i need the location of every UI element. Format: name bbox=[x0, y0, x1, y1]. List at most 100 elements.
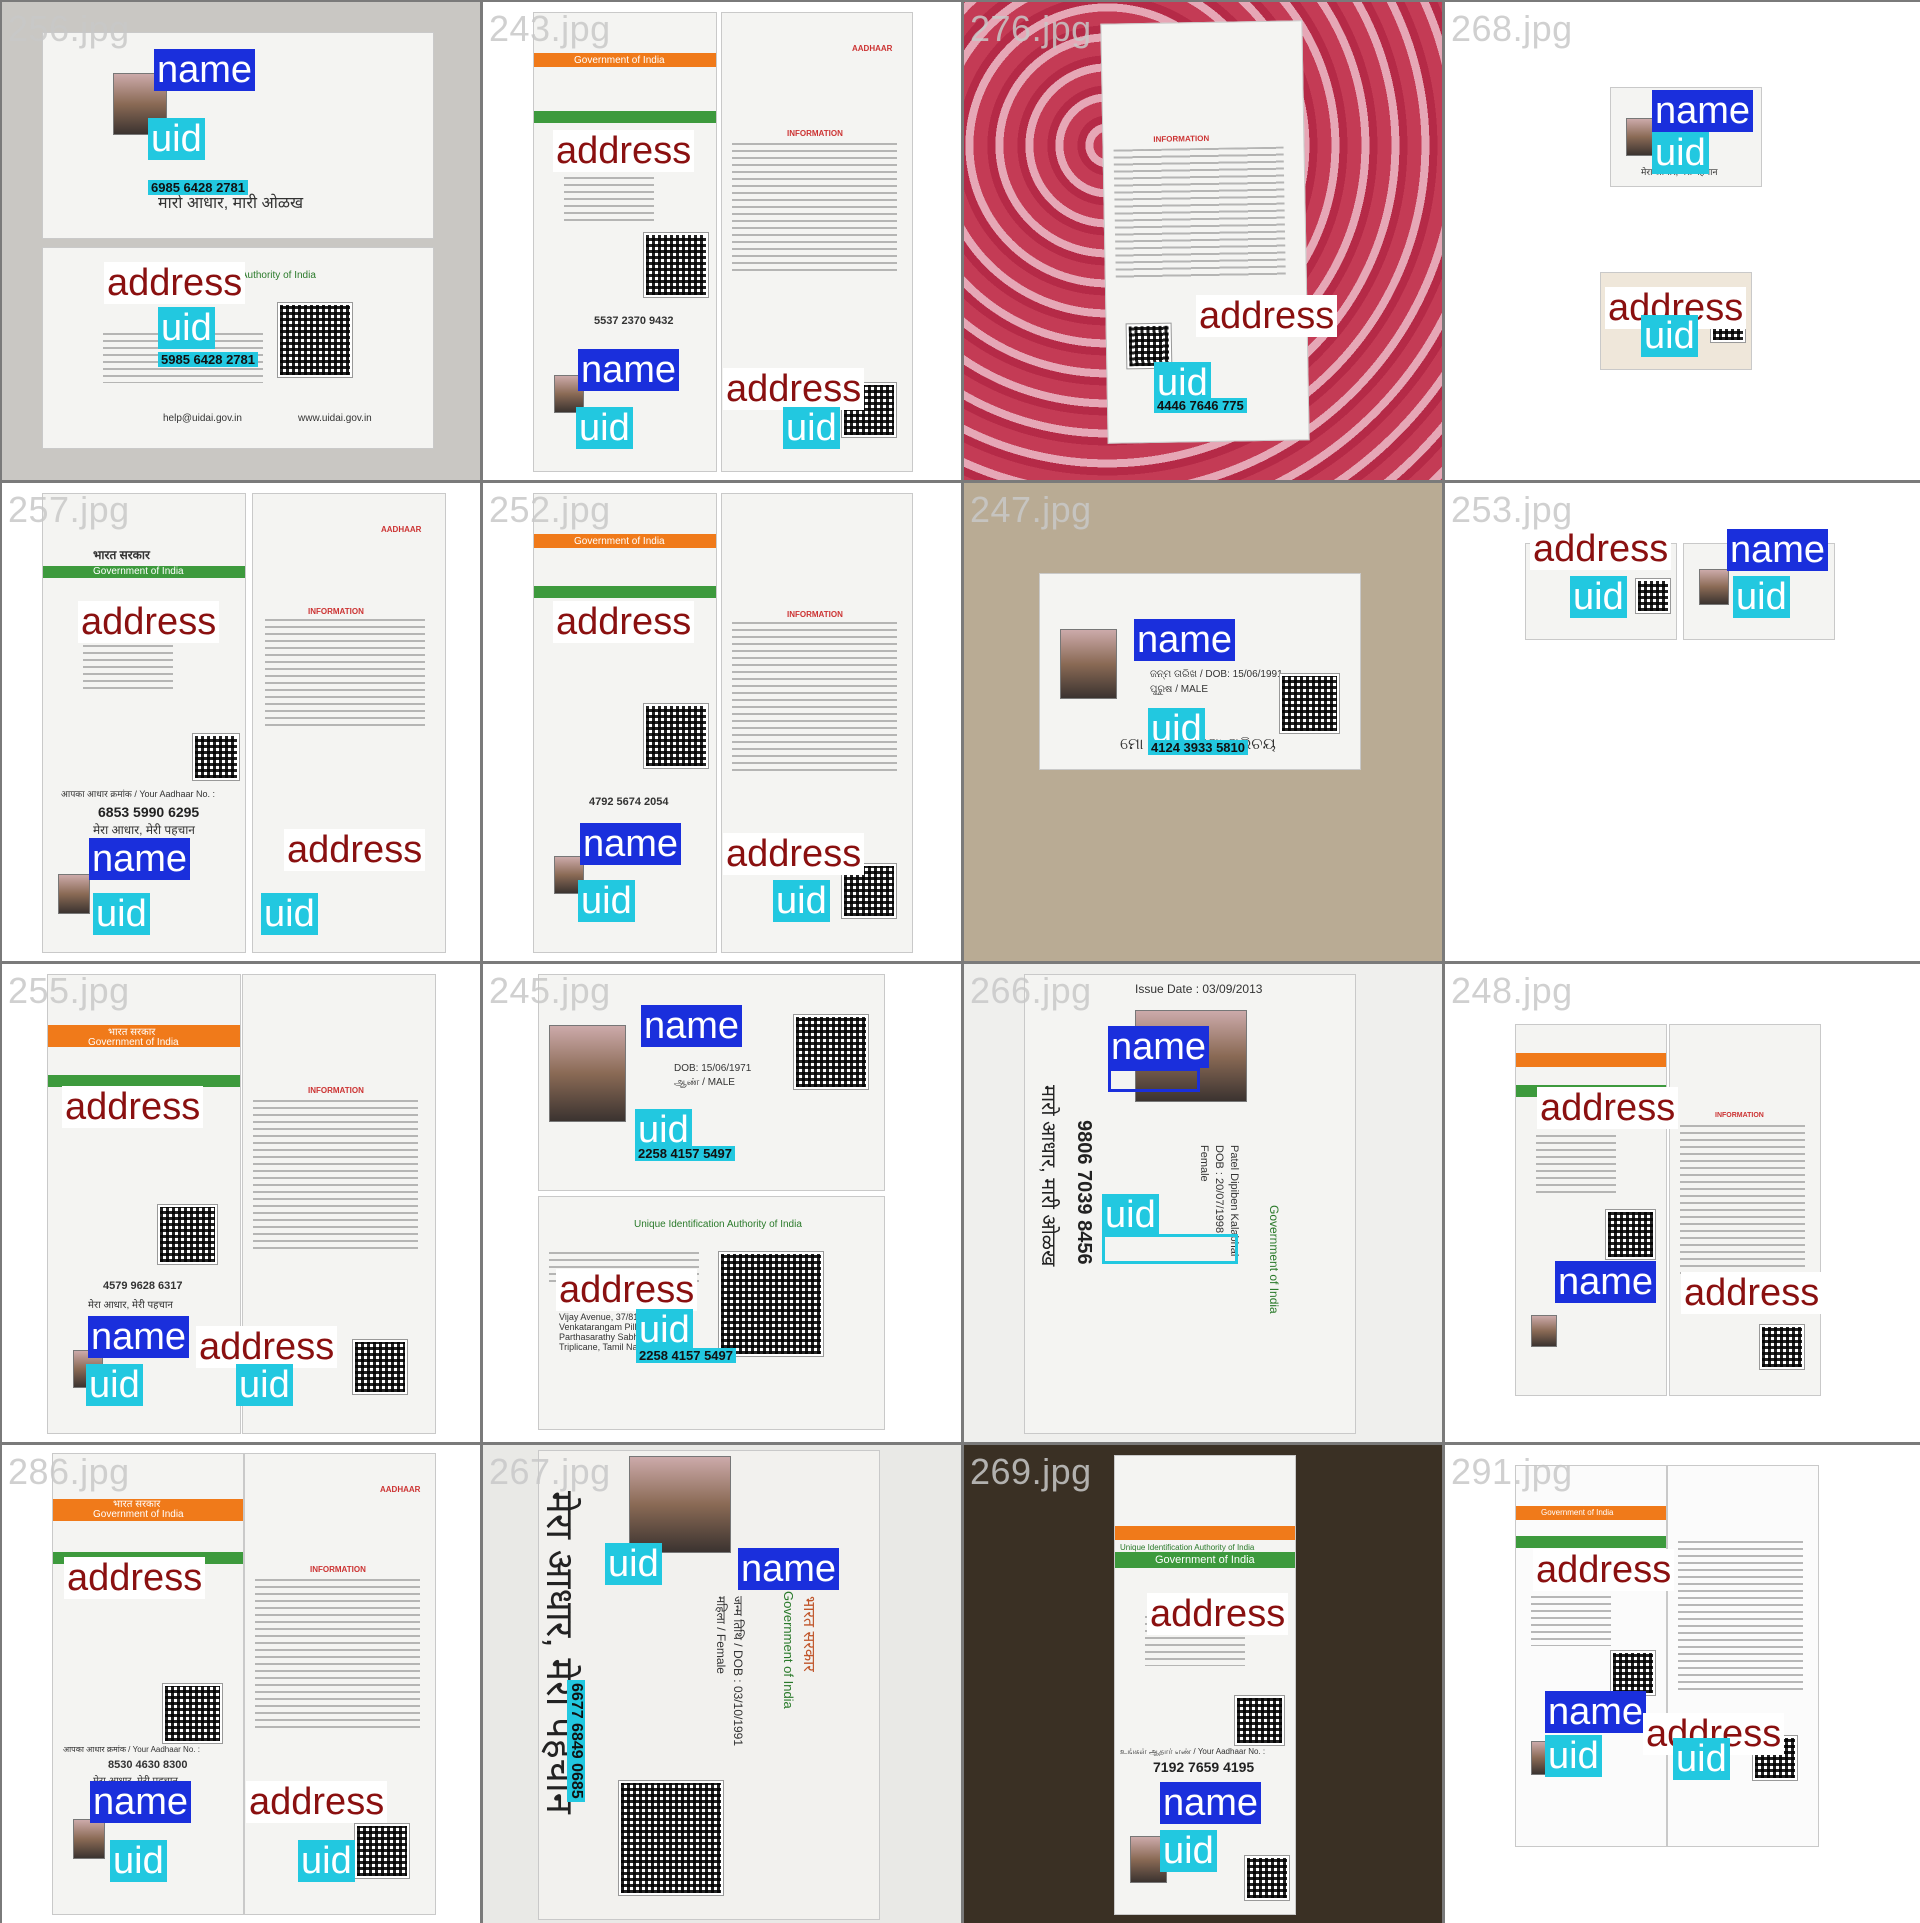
dob: जन्म तिथि / DOB : 03/10/1991 bbox=[731, 1596, 745, 1747]
label-uid: uid bbox=[93, 893, 150, 935]
label-uid: uid bbox=[1652, 132, 1709, 174]
aadhaar-letter-left: भारत सरकार Government of India आपका आधार… bbox=[52, 1453, 244, 1915]
label-name: name bbox=[89, 838, 191, 880]
gender: महिला / Female bbox=[714, 1596, 728, 1674]
aadhaar-no-caption: உங்கள் ஆதார் எண் / Your Aadhaar No. : bbox=[1120, 1747, 1266, 1756]
aadhaar-letter-right: INFORMATION bbox=[242, 974, 436, 1434]
tile-filename: 252.jpg bbox=[489, 489, 611, 530]
label-name: name bbox=[578, 349, 680, 391]
label-name: name bbox=[641, 1005, 743, 1047]
tile-filename: 267.jpg bbox=[489, 1451, 611, 1492]
label-uid: uid bbox=[261, 893, 318, 935]
qr-code bbox=[1234, 1695, 1285, 1746]
aadhaar-letter-left: भारत सरकार Government of India आपका आधार… bbox=[42, 493, 246, 953]
aadhaar-no-caption: आपका आधार क्रमांक / Your Aadhaar No. : bbox=[63, 1745, 200, 1754]
label-uid: uid bbox=[578, 880, 635, 922]
label-uid: uid bbox=[635, 1109, 692, 1151]
tile-291[interactable]: 291.jpg Government of India 7606 5562 82… bbox=[1445, 1445, 1920, 1923]
label-address: address bbox=[1147, 1593, 1289, 1635]
uid-number: 6985 6428 2781 bbox=[148, 180, 248, 195]
tile-filename: 256.jpg bbox=[8, 8, 130, 49]
label-name: name bbox=[154, 49, 256, 91]
card-footer: मारो आधार, मारी ओळख bbox=[158, 195, 304, 212]
info-lines bbox=[1678, 1541, 1803, 1691]
tile-268[interactable]: 268.jpg मेरा आधार, मेरी पहचान name uid a… bbox=[1445, 2, 1920, 480]
tile-filename: 266.jpg bbox=[970, 970, 1092, 1011]
aadhaar-number: 4579 9628 6317 bbox=[103, 1280, 183, 1292]
label-uid: uid bbox=[1641, 315, 1698, 357]
tile-filename: 247.jpg bbox=[970, 489, 1092, 530]
info-heading: INFORMATION bbox=[1153, 133, 1210, 144]
gender: Female bbox=[1198, 1145, 1210, 1182]
label-uid: uid bbox=[86, 1364, 143, 1406]
tile-255[interactable]: 255.jpg भारत सरकार Government of India 4… bbox=[2, 964, 480, 1442]
tile-266[interactable]: 266.jpg Issue Date : 03/09/2013 Governme… bbox=[964, 964, 1442, 1442]
label-address: address bbox=[723, 833, 865, 875]
tile-252[interactable]: 252.jpg Government of India 4792 5674 20… bbox=[483, 483, 961, 961]
gov-hindi: भारत सरकार bbox=[93, 548, 150, 562]
gov-title: Government of India bbox=[93, 566, 184, 577]
uid-number: 2258 4157 5497 bbox=[635, 1146, 735, 1161]
label-uid: uid bbox=[1673, 1738, 1730, 1780]
tile-269[interactable]: 269.jpg Government of India Unique Ident… bbox=[964, 1445, 1442, 1923]
tile-276[interactable]: 276.jpg INFORMATION address uid 4446 764… bbox=[964, 2, 1442, 480]
label-uid: uid bbox=[1102, 1194, 1159, 1236]
info-lines bbox=[265, 619, 425, 729]
label-address: address bbox=[556, 1269, 698, 1311]
label-uid: uid bbox=[1154, 362, 1211, 404]
uid-number: 4124 3933 5810 bbox=[1148, 740, 1248, 755]
label-name: name bbox=[1108, 1026, 1210, 1068]
label-address: address bbox=[104, 262, 246, 304]
label-address: address bbox=[62, 1086, 204, 1128]
tile-248[interactable]: 248.jpg INFORMATION address name address bbox=[1445, 964, 1920, 1442]
brand: AADHAAR bbox=[380, 1485, 421, 1494]
qr-code bbox=[1279, 673, 1340, 734]
tile-256[interactable]: 256.jpg मारो आधार, मारी ओळख Unique Ident… bbox=[2, 2, 480, 480]
info-lines bbox=[255, 1579, 420, 1729]
tile-257[interactable]: 257.jpg भारत सरकार Government of India आ… bbox=[2, 483, 480, 961]
label-name: name bbox=[1555, 1261, 1657, 1303]
qr-code bbox=[793, 1014, 869, 1090]
gender: ஆண் / MALE bbox=[674, 1077, 735, 1088]
tile-247[interactable]: 247.jpg ଜନ୍ମ ତାରିଖ / DOB: 15/06/1991 ପୁର… bbox=[964, 483, 1442, 961]
address-lines bbox=[1531, 1596, 1611, 1646]
tile-253[interactable]: 253.jpg address uid name uid bbox=[1445, 483, 1920, 961]
aadhaar-letter-left bbox=[1515, 1024, 1667, 1396]
address-lines bbox=[564, 163, 654, 223]
tile-267[interactable]: 267.jpg मेरा आधार, मेरी पहचान भारत सरकार… bbox=[483, 1445, 961, 1923]
aadhaar-letter-left: Government of India 5537 2370 9432 bbox=[533, 12, 717, 472]
gov-title: Government of India bbox=[88, 1037, 179, 1048]
tile-filename: 268.jpg bbox=[1451, 8, 1573, 49]
address-lines bbox=[1536, 1135, 1616, 1195]
qr-code bbox=[643, 232, 709, 298]
gov-hindi: भारत सरकार bbox=[108, 1027, 156, 1038]
info-lines bbox=[1680, 1125, 1805, 1275]
label-address: address bbox=[1681, 1272, 1823, 1314]
label-uid: uid bbox=[110, 1840, 167, 1882]
aadhaar-letter-right: INFORMATION bbox=[1669, 1024, 1821, 1396]
tile-filename: 276.jpg bbox=[970, 8, 1092, 49]
authority-title: Unique Identification Authority of India bbox=[634, 1219, 802, 1230]
tile-243[interactable]: 243.jpg Government of India 5537 2370 94… bbox=[483, 2, 961, 480]
label-address: address bbox=[64, 1557, 206, 1599]
label-name: name bbox=[1652, 90, 1754, 132]
tile-filename: 286.jpg bbox=[8, 1451, 130, 1492]
label-address: address bbox=[553, 130, 695, 172]
info-lines bbox=[1113, 146, 1286, 280]
label-name: name bbox=[90, 1781, 192, 1823]
person-photo bbox=[629, 1456, 731, 1553]
label-uid: uid bbox=[236, 1364, 293, 1406]
qr-code bbox=[643, 703, 709, 769]
qr-code bbox=[157, 1204, 218, 1265]
tile-filename: 248.jpg bbox=[1451, 970, 1573, 1011]
label-uid: uid bbox=[148, 118, 205, 160]
qr-code bbox=[1610, 1650, 1656, 1696]
tile-245[interactable]: 245.jpg DOB: 15/06/1971 ஆண் / MALE Uniqu… bbox=[483, 964, 961, 1442]
dob: DOB : 20/07/1998 bbox=[1213, 1145, 1225, 1234]
uid-number: 4446 7646 775 bbox=[1154, 398, 1247, 413]
tile-286[interactable]: 286.jpg भारत सरकार Government of India आ… bbox=[2, 1445, 480, 1923]
aadhaar-letter-right: AADHAAR INFORMATION bbox=[252, 493, 446, 953]
tile-filename: 291.jpg bbox=[1451, 1451, 1573, 1492]
tile-filename: 245.jpg bbox=[489, 970, 611, 1011]
qr-code bbox=[162, 1683, 223, 1744]
